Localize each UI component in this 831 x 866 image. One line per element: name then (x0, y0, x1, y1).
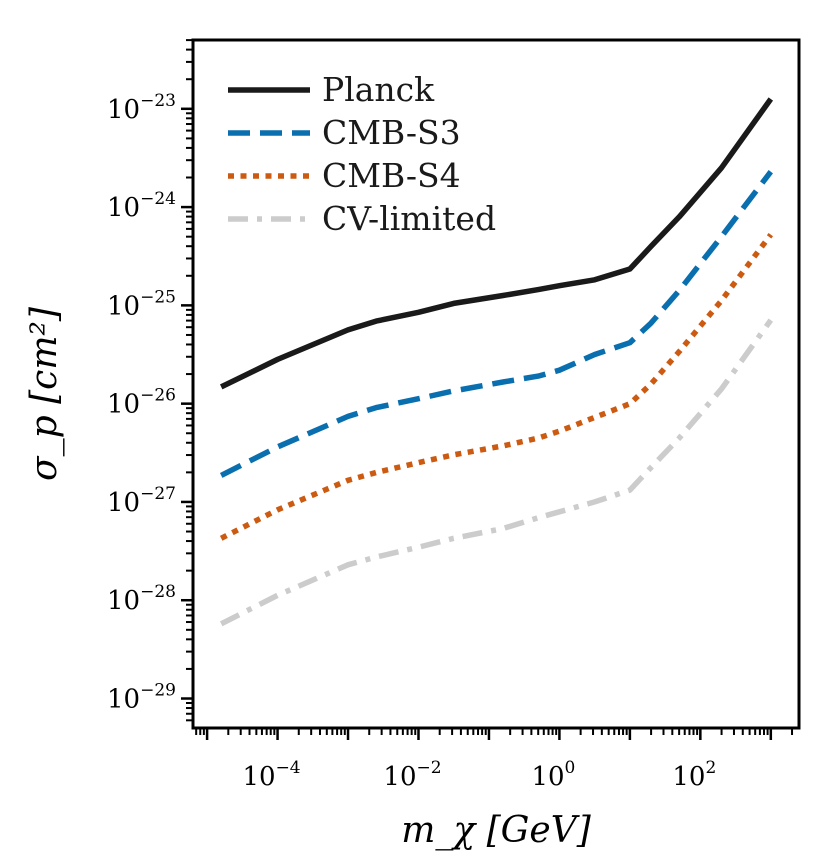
x-tick-label: 100 (531, 758, 575, 792)
series-line-cv-limited (219, 318, 774, 627)
series-line-cmb-s4 (219, 232, 774, 541)
plot-frame (191, 38, 801, 730)
series-line-cmb-s3 (219, 170, 773, 478)
y-tick-labels: 10−23 10−24 10−25 10−26 10−27 10−28 10−29 (107, 91, 176, 715)
y-tick-label: 10−26 (107, 386, 176, 420)
ticks-layer (181, 39, 794, 740)
legend: Planck CMB-S3 CMB-S4 CV-limited (228, 70, 496, 238)
x-tick-label: 102 (672, 758, 716, 792)
y-tick-label: 10−29 (107, 681, 176, 715)
y-tick-label: 10−23 (107, 91, 176, 125)
x-tick-label: 10−4 (242, 758, 300, 792)
legend-label-cmb-s4: CMB-S4 (322, 156, 461, 195)
x-axis-label: m_χ [GeV] (401, 810, 592, 851)
x-tick-label: 10−2 (383, 758, 441, 792)
legend-label-cmb-s3: CMB-S3 (322, 113, 461, 152)
series-layer (219, 97, 774, 627)
series-line-planck (219, 97, 774, 390)
y-tick-label: 10−27 (107, 484, 176, 518)
legend-label-cv-limited: CV-limited (322, 199, 496, 238)
y-tick-label: 10−28 (107, 582, 176, 616)
y-tick-label: 10−25 (107, 287, 176, 321)
y-tick-label: 10−24 (107, 189, 176, 223)
x-tick-labels: 10−4 10−2 100 102 (242, 758, 716, 792)
legend-label-planck: Planck (322, 70, 435, 109)
y-axis-label: σ_p [cm²] (24, 306, 65, 481)
